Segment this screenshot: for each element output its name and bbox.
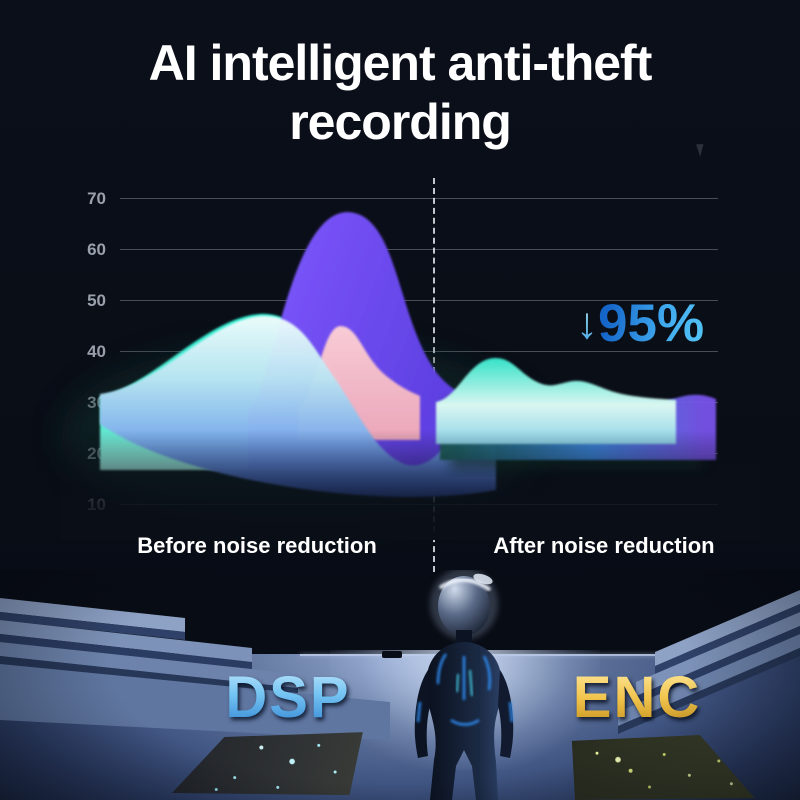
- y-axis-tick: 70: [87, 189, 106, 208]
- after-noise-label: After noise reduction: [493, 533, 715, 558]
- y-axis-tick: 60: [87, 240, 106, 259]
- y-axis-tick: 40: [87, 342, 106, 361]
- reduction-annotation: ↓ 95%: [576, 296, 736, 352]
- down-arrow-icon: ↓: [576, 296, 598, 352]
- gridline: [120, 300, 718, 301]
- y-axis-tick: 50: [87, 291, 106, 310]
- dsp-label: DSP: [198, 664, 378, 731]
- title-line-2: recording: [289, 94, 512, 150]
- page-title: AI intelligent anti-theft recording: [0, 34, 800, 152]
- gridline: [120, 198, 718, 199]
- gridline: [120, 249, 718, 250]
- robot-scene: DSP ENC: [0, 570, 800, 800]
- robot-neck: [456, 630, 472, 644]
- enc-label: ENC: [552, 664, 722, 731]
- robot-arm-left: [414, 670, 430, 758]
- before-noise-label: Before noise reduction: [137, 533, 377, 558]
- title-line-1: AI intelligent anti-theft: [148, 35, 653, 91]
- chart-bottom-fade: [60, 430, 760, 540]
- reduction-value: 95%: [598, 294, 705, 353]
- wave-teal-after: [436, 357, 676, 444]
- noise-chart: 70 60 50 40 30 20 10: [60, 178, 760, 572]
- robot-figure: [414, 570, 514, 800]
